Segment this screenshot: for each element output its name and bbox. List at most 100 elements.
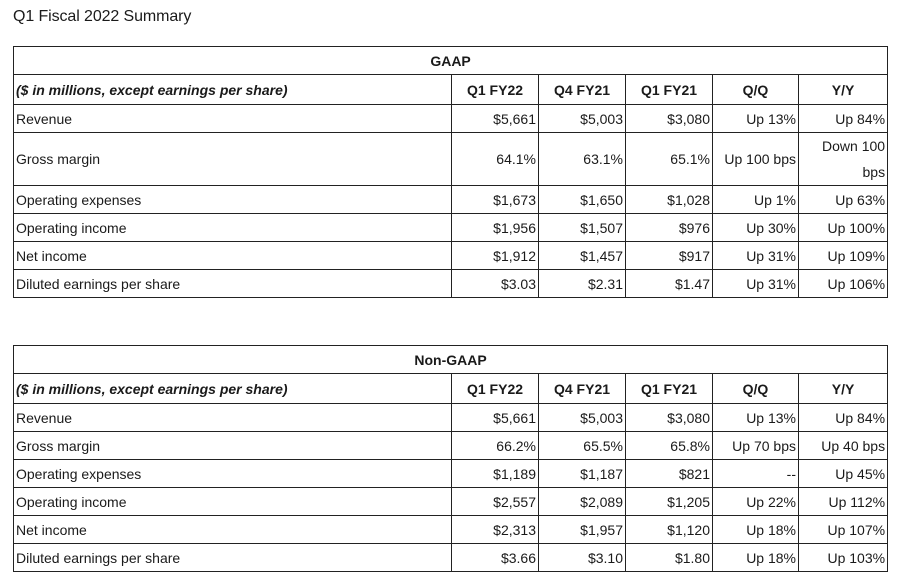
column-header-q4-fy21: Q4 FY21 [538, 373, 626, 404]
cell-value: Up 84% [797, 403, 889, 432]
column-header-q1-fy21: Q1 FY21 [625, 373, 713, 404]
cell-value: $1,956 [451, 213, 539, 242]
column-header-q4-fy21: Q4 FY21 [538, 74, 626, 105]
cell-value: $1,189 [451, 459, 539, 488]
cell-value: $3.66 [451, 543, 539, 572]
row-label: Gross margin [13, 132, 452, 186]
cell-value: $5,661 [451, 403, 539, 432]
cell-value: Up 106% [797, 269, 889, 298]
row-label: Revenue [13, 104, 452, 133]
cell-value: 64.1% [451, 132, 539, 186]
column-header-q1-fy22: Q1 FY22 [451, 373, 539, 404]
cell-value: Up 1% [712, 185, 799, 214]
cell-value: $1.80 [625, 543, 713, 572]
cell-value: $2.31 [538, 269, 626, 298]
table-title-row: GAAP [12, 46, 889, 75]
cell-value: $1,457 [538, 241, 626, 270]
table-row: Diluted earnings per share $3.03 $2.31 $… [13, 269, 889, 298]
table-row: Revenue $5,661 $5,003 $3,080 Up 13% Up 8… [13, 104, 889, 133]
table-row: Diluted earnings per share $3.66 $3.10 $… [13, 543, 889, 572]
cell-value: $917 [625, 241, 713, 270]
cell-value: $1,028 [625, 185, 713, 214]
table-title: Non-GAAP [12, 345, 889, 374]
cell-value: Up 84% [797, 104, 889, 133]
table-row: Revenue $5,661 $5,003 $3,080 Up 13% Up 8… [13, 403, 889, 432]
table-row: Gross margin 64.1% 63.1% 65.1% Up 100 bp… [13, 132, 889, 186]
row-label: Gross margin [13, 431, 452, 460]
cell-value: Up 70 bps [712, 431, 799, 460]
column-header-q1-fy22: Q1 FY22 [451, 74, 539, 105]
cell-value: $5,003 [538, 403, 626, 432]
cell-value: 66.2% [451, 431, 539, 460]
cell-value: $3,080 [625, 403, 713, 432]
row-label: Operating expenses [13, 185, 452, 214]
cell-value: 65.8% [625, 431, 713, 460]
cell-value: Up 103% [797, 543, 889, 572]
table-title: GAAP [12, 46, 889, 75]
table-description: ($ in millions, except earnings per shar… [13, 74, 452, 105]
column-header-yy: Y/Y [797, 74, 889, 105]
row-label: Operating expenses [13, 459, 452, 488]
non-gaap-summary-table: Non-GAAP ($ in millions, except earnings… [12, 345, 889, 572]
row-label: Revenue [13, 403, 452, 432]
gaap-summary-table: GAAP ($ in millions, except earnings per… [12, 46, 889, 298]
cell-value: $821 [625, 459, 713, 488]
cell-value: Up 31% [712, 269, 799, 298]
cell-value: Up 13% [712, 403, 799, 432]
cell-value: Down 100 bps [797, 132, 889, 186]
table-description: ($ in millions, except earnings per shar… [13, 373, 452, 404]
cell-value: 65.5% [538, 431, 626, 460]
cell-value: Up 109% [797, 241, 889, 270]
cell-value: 63.1% [538, 132, 626, 186]
page-title: Q1 Fiscal 2022 Summary [13, 8, 192, 25]
row-label: Diluted earnings per share [13, 543, 452, 572]
table-row: Gross margin 66.2% 65.5% 65.8% Up 70 bps… [13, 431, 889, 460]
cell-value: Up 22% [712, 487, 799, 516]
table-row: Operating income $1,956 $1,507 $976 Up 3… [13, 213, 889, 242]
cell-value: Up 18% [712, 543, 799, 572]
row-label: Net income [13, 241, 452, 270]
cell-value: $1.47 [625, 269, 713, 298]
table-row: Net income $2,313 $1,957 $1,120 Up 18% U… [13, 515, 889, 544]
table-row: Net income $1,912 $1,457 $917 Up 31% Up … [13, 241, 889, 270]
table-header-row: ($ in millions, except earnings per shar… [13, 373, 889, 404]
cell-value: -- [712, 459, 799, 488]
cell-value: $2,089 [538, 487, 626, 516]
cell-value: $1,120 [625, 515, 713, 544]
row-label: Net income [13, 515, 452, 544]
cell-value: Up 100% [797, 213, 889, 242]
cell-value: $1,507 [538, 213, 626, 242]
cell-value: Up 40 bps [797, 431, 889, 460]
table-row: Operating expenses $1,673 $1,650 $1,028 … [13, 185, 889, 214]
table-row: Operating expenses $1,189 $1,187 $821 --… [13, 459, 889, 488]
row-label: Operating income [13, 213, 452, 242]
cell-value: $5,003 [538, 104, 626, 133]
cell-value: $1,673 [451, 185, 539, 214]
cell-value: Up 112% [797, 487, 889, 516]
column-header-qq: Q/Q [712, 373, 799, 404]
cell-value: Up 45% [797, 459, 889, 488]
table-row: Operating income $2,557 $2,089 $1,205 Up… [13, 487, 889, 516]
cell-value: $2,557 [451, 487, 539, 516]
cell-value: $976 [625, 213, 713, 242]
column-header-yy: Y/Y [797, 373, 889, 404]
table-header-row: ($ in millions, except earnings per shar… [13, 74, 889, 105]
cell-value: $2,313 [451, 515, 539, 544]
cell-value: Up 107% [797, 515, 889, 544]
cell-value: Up 18% [712, 515, 799, 544]
cell-value: $1,650 [538, 185, 626, 214]
cell-value: $1,205 [625, 487, 713, 516]
cell-value: Up 31% [712, 241, 799, 270]
column-header-qq: Q/Q [712, 74, 799, 105]
cell-value: $3,080 [625, 104, 713, 133]
cell-value: $1,912 [451, 241, 539, 270]
column-header-q1-fy21: Q1 FY21 [625, 74, 713, 105]
cell-value: 65.1% [625, 132, 713, 186]
cell-value: $5,661 [451, 104, 539, 133]
cell-value: Up 13% [712, 104, 799, 133]
cell-value: $3.03 [451, 269, 539, 298]
cell-value: $3.10 [538, 543, 626, 572]
cell-value: Up 30% [712, 213, 799, 242]
table-title-row: Non-GAAP [12, 345, 889, 374]
row-label: Operating income [13, 487, 452, 516]
